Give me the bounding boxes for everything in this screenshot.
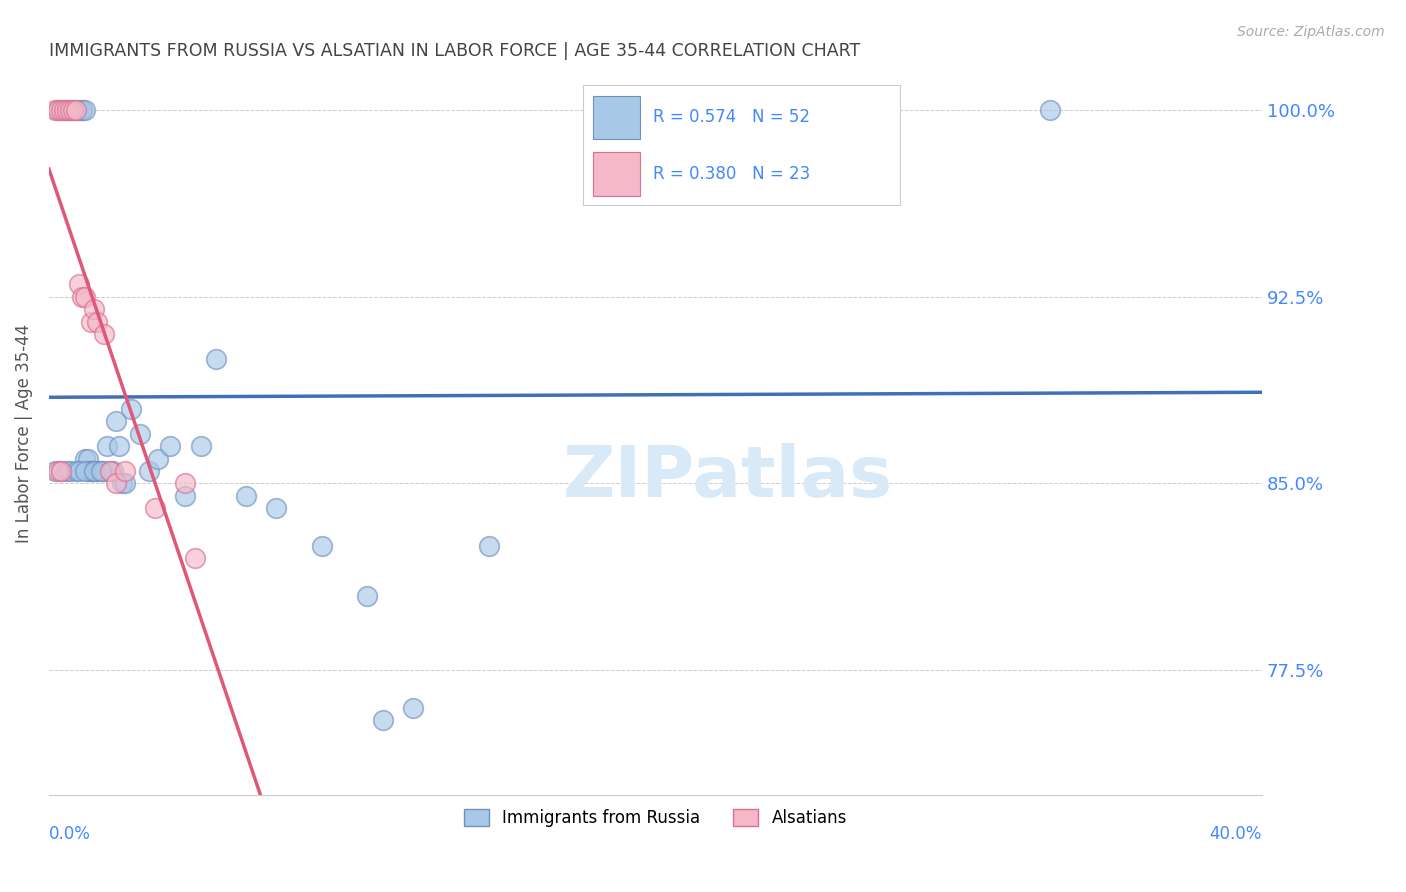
Point [101, 464, 124, 478]
Point [56, 103, 79, 117]
Point [235, 489, 257, 503]
Point [62, 103, 84, 117]
Point [80, 464, 103, 478]
Text: IMMIGRANTS FROM RUSSIA VS ALSATIAN IN LABOR FORCE | AGE 35-44 CORRELATION CHART: IMMIGRANTS FROM RUSSIA VS ALSATIAN IN LA… [49, 42, 860, 60]
Point [59, 103, 82, 117]
Point [138, 464, 160, 478]
Point [72, 103, 94, 117]
Point [107, 439, 129, 453]
Point [356, 589, 378, 603]
Point [146, 451, 169, 466]
Point [86, 314, 108, 328]
Point [67, 103, 90, 117]
Point [111, 476, 134, 491]
Point [89, 464, 111, 478]
Point [1039, 103, 1062, 117]
Point [86, 464, 108, 478]
Y-axis label: In Labor Force | Age 35-44: In Labor Force | Age 35-44 [15, 324, 32, 543]
Point [72, 290, 94, 304]
Point [44, 103, 66, 117]
Text: 40.0%: 40.0% [1209, 825, 1263, 843]
Point [83, 464, 105, 478]
Point [75, 103, 97, 117]
Point [735, 103, 758, 117]
Point [53, 103, 76, 117]
Point [266, 501, 288, 516]
Point [65, 103, 87, 117]
Point [83, 302, 105, 317]
Point [114, 476, 136, 491]
Point [80, 314, 103, 328]
Point [478, 539, 501, 553]
Point [174, 489, 197, 503]
Point [114, 464, 136, 478]
Point [67, 277, 90, 292]
Point [75, 464, 97, 478]
Point [183, 551, 205, 566]
Point [77, 464, 100, 478]
Bar [593, 153, 641, 195]
Text: Source: ZipAtlas.com: Source: ZipAtlas.com [1237, 25, 1385, 39]
Point [65, 103, 87, 117]
Point [75, 451, 97, 466]
Text: R = 0.574   N = 52: R = 0.574 N = 52 [652, 108, 810, 127]
Point [89, 464, 111, 478]
Point [80, 464, 103, 478]
Point [98, 464, 121, 478]
Point [129, 426, 152, 441]
Point [75, 290, 97, 304]
Point [56, 464, 79, 478]
Point [59, 464, 82, 478]
Point [49, 464, 72, 478]
Point [67, 464, 90, 478]
Text: 0.0%: 0.0% [49, 825, 91, 843]
Point [56, 103, 79, 117]
Point [143, 501, 166, 516]
Point [371, 713, 394, 727]
Point [46, 103, 69, 117]
Point [59, 103, 82, 117]
Point [49, 464, 72, 478]
Point [104, 414, 127, 428]
Point [53, 103, 76, 117]
Point [72, 103, 94, 117]
Point [49, 103, 72, 117]
Point [174, 476, 197, 491]
Point [104, 476, 127, 491]
Point [93, 326, 115, 341]
Point [65, 464, 87, 478]
Point [204, 351, 226, 366]
Point [93, 464, 115, 478]
Point [98, 464, 121, 478]
Legend: Immigrants from Russia, Alsatians: Immigrants from Russia, Alsatians [457, 802, 853, 833]
Point [44, 464, 66, 478]
Bar [593, 95, 641, 139]
Point [120, 401, 142, 416]
Point [62, 103, 84, 117]
Point [46, 464, 69, 478]
Text: R = 0.380   N = 23: R = 0.380 N = 23 [652, 165, 810, 183]
Point [83, 464, 105, 478]
Text: ZIPatlas: ZIPatlas [564, 442, 893, 511]
Point [311, 539, 333, 553]
Point [77, 451, 100, 466]
Point [190, 439, 212, 453]
Point [46, 103, 69, 117]
Point [96, 439, 118, 453]
Point [159, 439, 181, 453]
Point [402, 700, 425, 714]
